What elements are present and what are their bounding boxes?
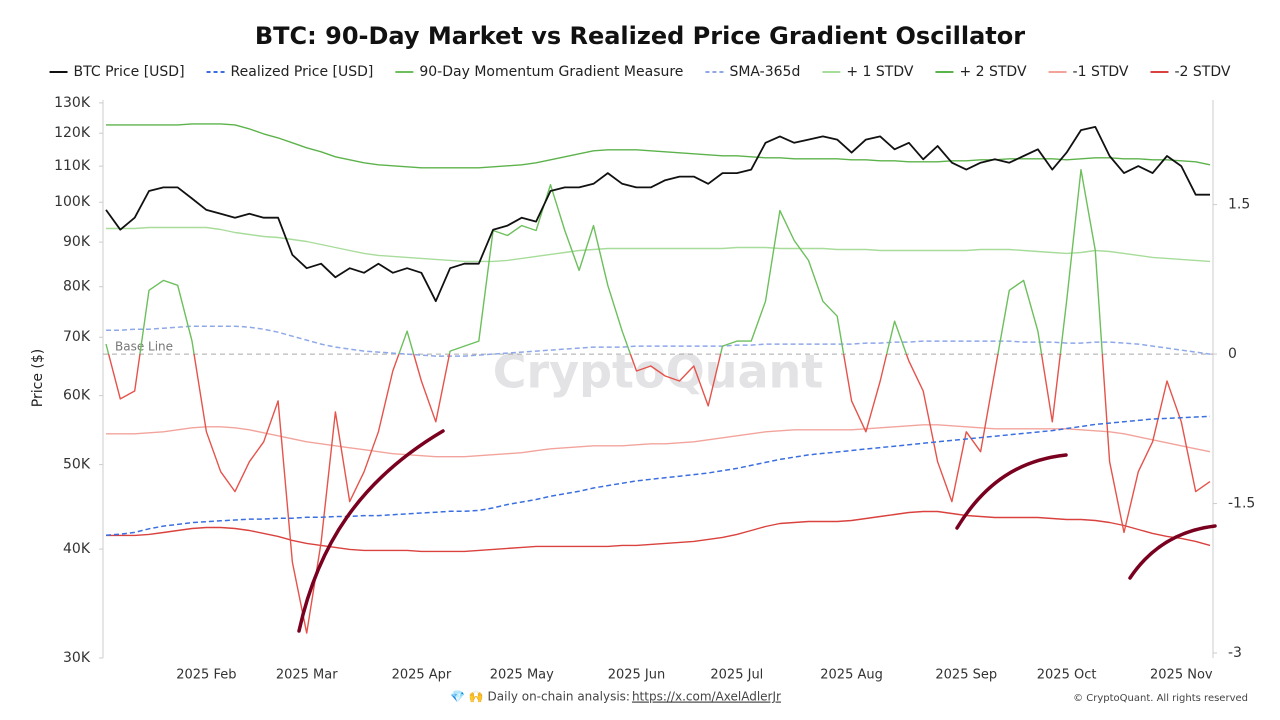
y-tick-label: 50K	[63, 457, 91, 473]
y2-tick-label: 0	[1228, 346, 1237, 362]
legend-label: + 2 STDV	[959, 64, 1027, 80]
x-tick-label: 2025 Feb	[176, 668, 236, 683]
plot-area: Base Line	[103, 123, 1213, 634]
legend-item: 90-Day Momentum Gradient Measure	[395, 64, 683, 80]
legend-item: -1 STDV	[1048, 64, 1129, 80]
legend-item: + 1 STDV	[822, 64, 914, 80]
y-tick-label: 40K	[63, 541, 91, 557]
legend-item: -2 STDV	[1150, 64, 1231, 80]
x-tick-label: 2025 Jul	[710, 668, 763, 683]
x-tick-label: 2025 Sep	[935, 668, 997, 683]
trend-arc	[1128, 524, 1217, 580]
legend-item: + 2 STDV	[935, 64, 1027, 80]
x-tick-label: 2025 Nov	[1150, 668, 1213, 683]
x-tick-label: 2025 Oct	[1037, 668, 1097, 683]
y-tick-label: 130K	[54, 95, 91, 111]
series-line	[106, 510, 1211, 553]
x-tick-label: 2025 Aug	[820, 668, 883, 683]
series-line	[106, 325, 1211, 357]
y-axis-label: Price ($)	[30, 349, 46, 407]
copyright: © CryptoQuant. All rights reserved	[1073, 693, 1248, 704]
y2-tick-label: 1.5	[1228, 197, 1250, 213]
base-line-label: Base Line	[115, 340, 173, 354]
y-tick-label: 80K	[63, 279, 91, 295]
series-line	[106, 424, 1211, 458]
trend-arcs	[297, 429, 1217, 633]
footer-text: 💎 🙌 Daily on-chain analysis:	[450, 690, 630, 704]
footer-link[interactable]: https://x.com/AxelAdlerJr	[632, 690, 781, 704]
y2-tick-label: -1.5	[1228, 496, 1255, 512]
legend-label: SMA-365d	[729, 64, 800, 80]
series-line	[106, 123, 1211, 169]
trend-arc	[297, 429, 445, 633]
legend-label: + 1 STDV	[846, 64, 914, 80]
legend-label: 90-Day Momentum Gradient Measure	[419, 64, 683, 80]
y-tick-label: 110K	[54, 158, 91, 174]
y-tick-label: 30K	[63, 650, 91, 666]
legend-label: -2 STDV	[1175, 64, 1231, 80]
legend-item: BTC Price [USD]	[49, 64, 185, 80]
x-tick-label: 2025 May	[490, 668, 554, 683]
legend-label: -1 STDV	[1073, 64, 1129, 80]
chart-title: BTC: 90-Day Market vs Realized Price Gra…	[255, 22, 1025, 50]
x-tick-label: 2025 Apr	[392, 668, 452, 683]
y-tick-label: 60K	[63, 388, 91, 404]
legend-label: Realized Price [USD]	[231, 64, 374, 80]
legend-item: Realized Price [USD]	[206, 64, 374, 80]
y-tick-label: 90K	[63, 234, 91, 250]
series-line	[105, 169, 1211, 634]
y2-tick-label: -3	[1228, 645, 1242, 661]
y-tick-label: 70K	[63, 329, 91, 345]
x-tick-label: 2025 Mar	[276, 668, 338, 683]
x-tick-label: 2025 Jun	[608, 668, 666, 683]
y-tick-label: 100K	[54, 194, 91, 210]
series-line	[105, 415, 1211, 536]
series-line	[105, 126, 1210, 303]
series-line	[106, 226, 1211, 263]
trend-arc	[955, 453, 1068, 530]
legend-item: SMA-365d	[705, 64, 800, 80]
y-tick-label: 120K	[54, 125, 91, 141]
legend-label: BTC Price [USD]	[74, 64, 185, 80]
